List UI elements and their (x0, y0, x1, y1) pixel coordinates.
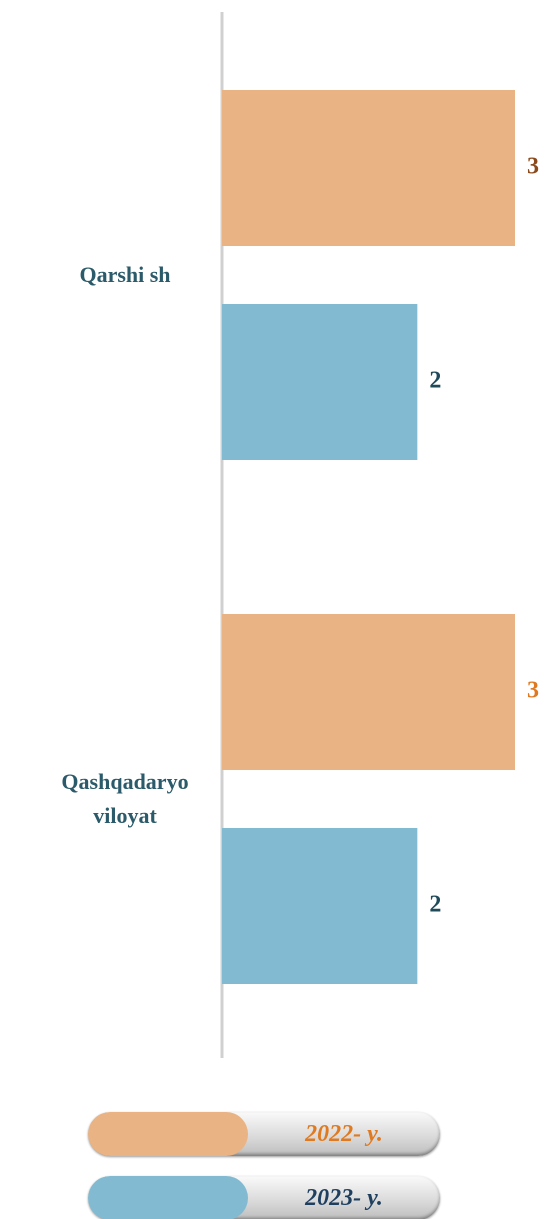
value-label: 3 (527, 678, 539, 704)
legend-label: 2023- y. (305, 1185, 383, 1211)
value-label: 3 (527, 154, 539, 180)
category-label: Qarshi sh (79, 262, 171, 287)
bar (222, 614, 515, 770)
bar (222, 304, 418, 460)
legend-item: 2023- y. (88, 1176, 440, 1219)
legend-item: 2022- y. (88, 1112, 440, 1156)
legend-swatch (88, 1112, 248, 1156)
value-label: 2 (429, 368, 441, 394)
plot-area: 3 2 3 2 (220, 12, 539, 1058)
category-label: Qashqadaryo viloyat (61, 769, 189, 828)
bar (222, 90, 515, 246)
legend-label: 2022- y. (305, 1121, 383, 1147)
value-label: 2 (429, 892, 441, 918)
bar (222, 828, 418, 984)
legend-swatch (88, 1176, 248, 1219)
